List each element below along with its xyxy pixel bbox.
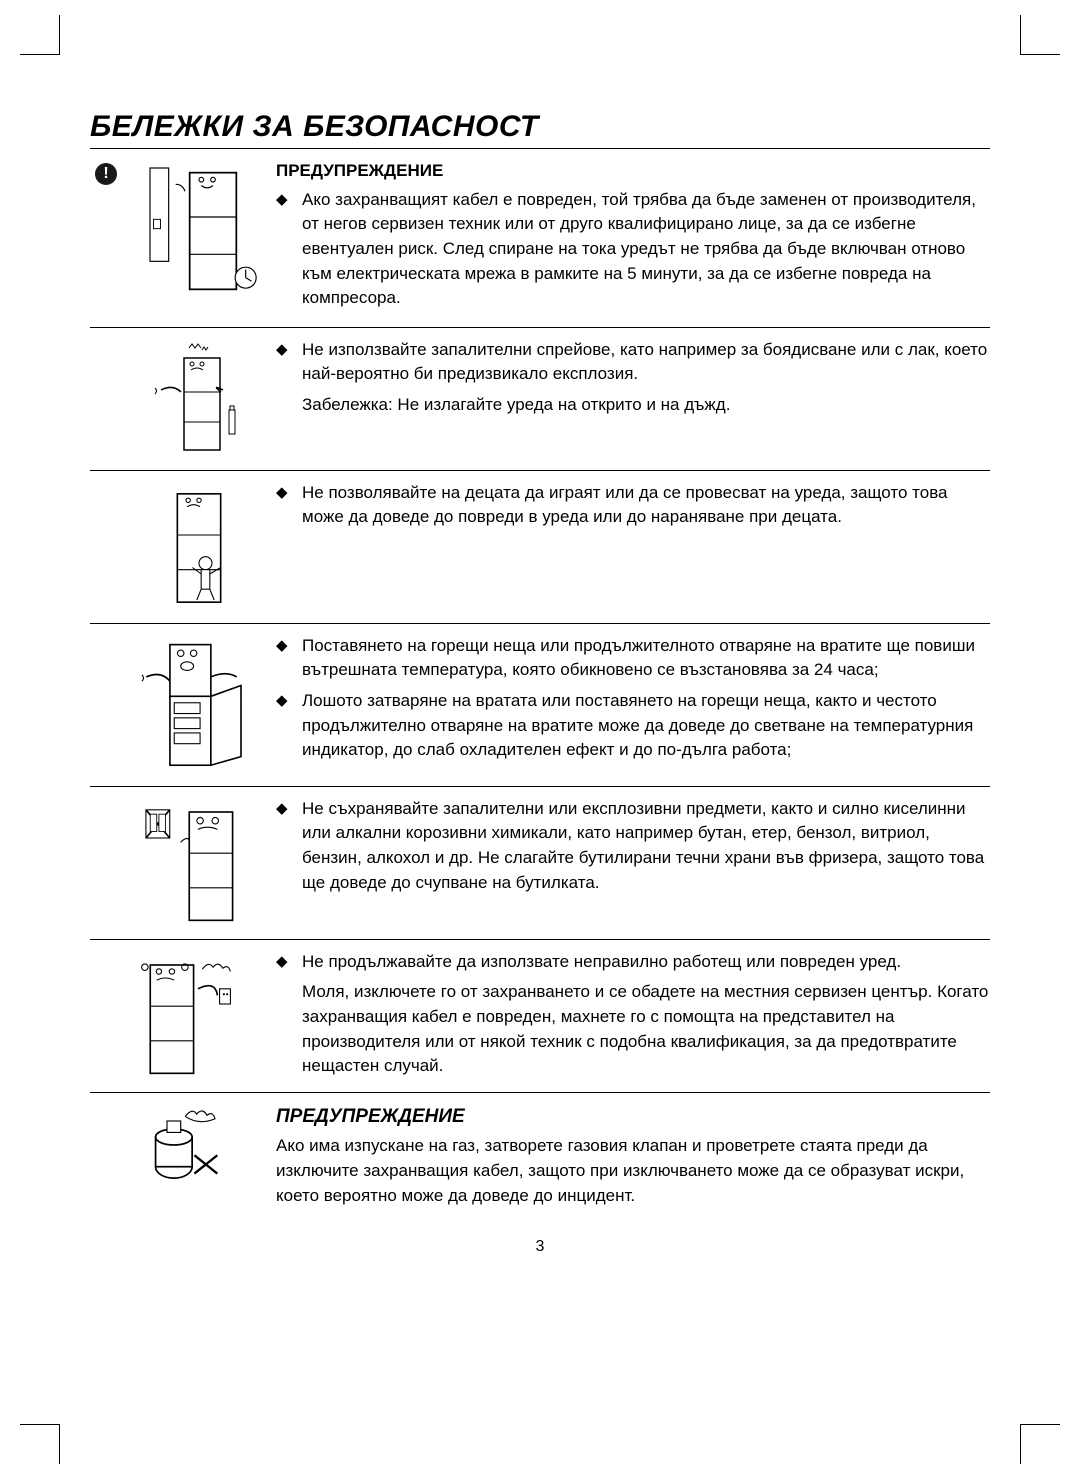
bullet-text: Не използвайте запалителни спрейове, кат…: [302, 338, 990, 387]
page: БЕЛЕЖКИ ЗА БЕЗОПАСНОСТ !: [0, 0, 1080, 1479]
bullet-text: Лошото затваряне на вратата или поставян…: [302, 689, 990, 763]
crop-mark-top-left: [20, 15, 60, 55]
safety-section: ◆ Не продължавайте да използвате неправи…: [90, 940, 990, 1093]
fridge-door-open-illustration: [134, 636, 264, 776]
gas-cylinder-illustration: [134, 1105, 264, 1185]
note-text: Забележка: Не излагайте уреда на открито…: [302, 393, 990, 418]
bullet-item: ◆ Не продължавайте да използвате неправи…: [276, 950, 990, 975]
bullet-diamond-icon: ◆: [276, 797, 294, 896]
fridge-chemicals-illustration: [134, 799, 264, 929]
crop-mark-top-right: [1020, 15, 1060, 55]
bullet-text: Поставянето на горещи неща или продължит…: [302, 634, 990, 683]
warning-heading: ПРЕДУПРЕЖДЕНИЕ: [276, 159, 990, 184]
bullet-text: Не позволявайте на децата да играят или …: [302, 481, 990, 530]
fridge-power-illustration: [134, 161, 264, 301]
bullet-item: ◆ Ако захранващият кабел е повреден, той…: [276, 188, 990, 311]
subwarning-text: Ако има изпускане на газ, затворете газо…: [276, 1134, 990, 1208]
safety-section: ! ПРЕДУПРЕ: [90, 149, 990, 328]
bullet-text: Ако захранващият кабел е повреден, той т…: [302, 188, 990, 311]
bullet-diamond-icon: ◆: [276, 188, 294, 311]
safety-section: ◆ Не използвайте запалителни спрейове, к…: [90, 328, 990, 471]
bullet-item: ◆ Не използвайте запалителни спрейове, к…: [276, 338, 990, 387]
bullet-diamond-icon: ◆: [276, 338, 294, 387]
bullet-diamond-icon: ◆: [276, 634, 294, 683]
bullet-diamond-icon: ◆: [276, 950, 294, 975]
bullet-item: ◆ Поставянето на горещи неща или продълж…: [276, 634, 990, 683]
fridge-spray-illustration: [134, 340, 264, 460]
bullet-diamond-icon: ◆: [276, 481, 294, 530]
crop-mark-bottom-right: [1020, 1424, 1060, 1464]
trail-text: Моля, изключете го от захранването и се …: [302, 980, 990, 1079]
bullet-item: ◆ Не съхранявайте запалителни или експло…: [276, 797, 990, 896]
bullet-item: ◆ Не позволявайте на децата да играят ил…: [276, 481, 990, 530]
fridge-children-illustration: [134, 483, 264, 613]
page-number: 3: [90, 1238, 990, 1256]
bullet-item: ◆ Лошото затваряне на вратата или постав…: [276, 689, 990, 763]
safety-section: ◆ Не съхранявайте запалителни или експло…: [90, 787, 990, 940]
bullet-text: Не съхранявайте запалителни или експлози…: [302, 797, 990, 896]
safety-section: ◆ Поставянето на горещи неща или продълж…: [90, 624, 990, 787]
subwarning-heading: ПРЕДУПРЕЖДЕНИЕ: [276, 1103, 990, 1131]
crop-mark-bottom-left: [20, 1424, 60, 1464]
fridge-malfunction-illustration: [134, 952, 264, 1082]
page-title: БЕЛЕЖКИ ЗА БЕЗОПАСНОСТ: [90, 110, 990, 149]
safety-section-subwarning: ПРЕДУПРЕЖДЕНИЕ Ако има изпускане на газ,…: [90, 1093, 990, 1218]
bullet-diamond-icon: ◆: [276, 689, 294, 763]
warning-icon: !: [95, 163, 117, 185]
bullet-text: Не продължавайте да използвате неправилн…: [302, 950, 990, 975]
safety-section: ◆ Не позволявайте на децата да играят ил…: [90, 471, 990, 624]
